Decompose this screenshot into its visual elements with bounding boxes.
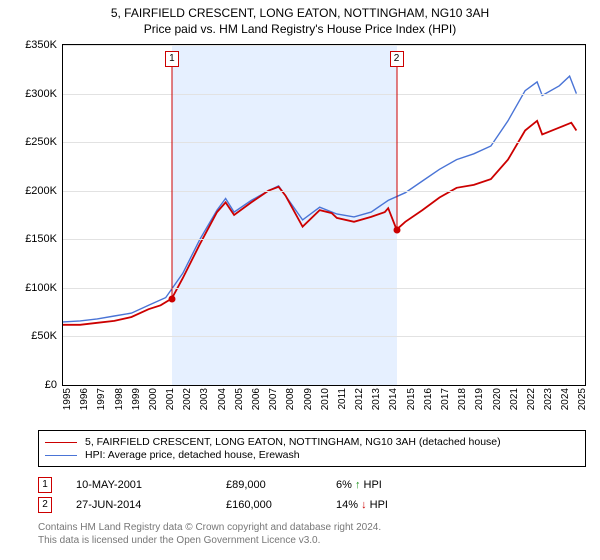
x-tick-label: 1996 (79, 388, 90, 410)
y-tick-label: £250K (25, 136, 57, 148)
footer-line2: This data is licensed under the Open Gov… (38, 534, 586, 547)
transaction-flag: 2 (38, 497, 52, 513)
x-tick-label: 2004 (217, 388, 228, 410)
gridline (63, 191, 585, 192)
x-tick-label: 2015 (406, 388, 417, 410)
x-tick-label: 2024 (560, 388, 571, 410)
transaction-date: 10-MAY-2001 (76, 479, 226, 491)
x-tick-label: 2003 (199, 388, 210, 410)
chart-lines (63, 45, 585, 385)
transaction-dot (168, 295, 175, 302)
transaction-row: 2 27-JUN-2014 £160,000 14% ↓ HPI (38, 497, 586, 513)
x-axis-labels: 1995 1996 1997 1998 1999 2000 2001 2002 2003 2004… (62, 386, 586, 422)
legend-row-hpi: HPI: Average price, detached house, Erew… (45, 449, 579, 461)
x-tick-label: 2020 (492, 388, 503, 410)
series-hpi (63, 76, 576, 322)
x-tick-label: 2022 (526, 388, 537, 410)
legend-swatch-hpi (45, 455, 77, 456)
chart-subtitle: Price paid vs. HM Land Registry's House … (0, 22, 600, 36)
gridline (63, 94, 585, 95)
plot-area: £0£50K£100K£150K£200K£250K£300K£350K12 (62, 44, 586, 386)
flag-stick (171, 67, 172, 299)
y-tick-label: £100K (25, 282, 57, 294)
x-tick-label: 2007 (268, 388, 279, 410)
x-tick-label: 2019 (474, 388, 485, 410)
transaction-date: 27-JUN-2014 (76, 499, 226, 511)
x-tick-label: 2017 (440, 388, 451, 410)
x-tick-label: 2006 (251, 388, 262, 410)
gridline (63, 142, 585, 143)
transaction-dot (393, 226, 400, 233)
x-tick-label: 2014 (388, 388, 399, 410)
x-tick-label: 2016 (423, 388, 434, 410)
transaction-flag: 1 (38, 477, 52, 493)
chart-title: 5, FAIRFIELD CRESCENT, LONG EATON, NOTTI… (0, 6, 600, 20)
transaction-price: £89,000 (226, 479, 336, 491)
x-tick-label: 2021 (509, 388, 520, 410)
gridline (63, 239, 585, 240)
y-tick-label: £150K (25, 233, 57, 245)
x-tick-label: 2002 (182, 388, 193, 410)
legend-label-property: 5, FAIRFIELD CRESCENT, LONG EATON, NOTTI… (85, 436, 501, 448)
y-tick-label: £50K (31, 330, 57, 342)
legend-swatch-property (45, 442, 77, 443)
y-tick-label: £350K (25, 39, 57, 51)
x-tick-label: 2009 (303, 388, 314, 410)
titles: 5, FAIRFIELD CRESCENT, LONG EATON, NOTTI… (0, 0, 600, 36)
x-tick-label: 2010 (320, 388, 331, 410)
x-tick-label: 1995 (62, 388, 73, 410)
y-tick-label: £200K (25, 185, 57, 197)
flag-stick (396, 67, 397, 230)
x-tick-label: 2012 (354, 388, 365, 410)
legend-label-hpi: HPI: Average price, detached house, Erew… (85, 449, 300, 461)
x-tick-label: 2013 (371, 388, 382, 410)
x-tick-label: 2000 (148, 388, 159, 410)
transaction-delta: 14% ↓ HPI (336, 499, 388, 511)
x-tick-label: 2011 (337, 388, 348, 410)
transaction-table: 1 10-MAY-2001 £89,000 6% ↑ HPI 2 27-JUN-… (38, 477, 586, 513)
flag-marker: 2 (390, 51, 404, 67)
footer: Contains HM Land Registry data © Crown c… (38, 521, 586, 553)
transaction-row: 1 10-MAY-2001 £89,000 6% ↑ HPI (38, 477, 586, 493)
y-tick-label: £0 (45, 379, 57, 391)
chart-container: 5, FAIRFIELD CRESCENT, LONG EATON, NOTTI… (0, 0, 600, 553)
footer-line1: Contains HM Land Registry data © Crown c… (38, 521, 586, 534)
gridline (63, 336, 585, 337)
x-tick-label: 2001 (165, 388, 176, 410)
series-property (63, 121, 576, 325)
x-tick-label: 2005 (234, 388, 245, 410)
legend-row-property: 5, FAIRFIELD CRESCENT, LONG EATON, NOTTI… (45, 436, 579, 448)
gridline (63, 45, 585, 46)
y-tick-label: £300K (25, 88, 57, 100)
transaction-price: £160,000 (226, 499, 336, 511)
gridline (63, 288, 585, 289)
x-tick-label: 1997 (96, 388, 107, 410)
legend: 5, FAIRFIELD CRESCENT, LONG EATON, NOTTI… (38, 430, 586, 467)
x-tick-label: 1998 (114, 388, 125, 410)
flag-marker: 1 (165, 51, 179, 67)
transaction-delta: 6% ↑ HPI (336, 479, 382, 491)
x-tick-label: 1999 (131, 388, 142, 410)
x-tick-label: 2018 (457, 388, 468, 410)
x-tick-label: 2025 (577, 388, 588, 410)
x-tick-label: 2008 (285, 388, 296, 410)
x-tick-label: 2023 (543, 388, 554, 410)
